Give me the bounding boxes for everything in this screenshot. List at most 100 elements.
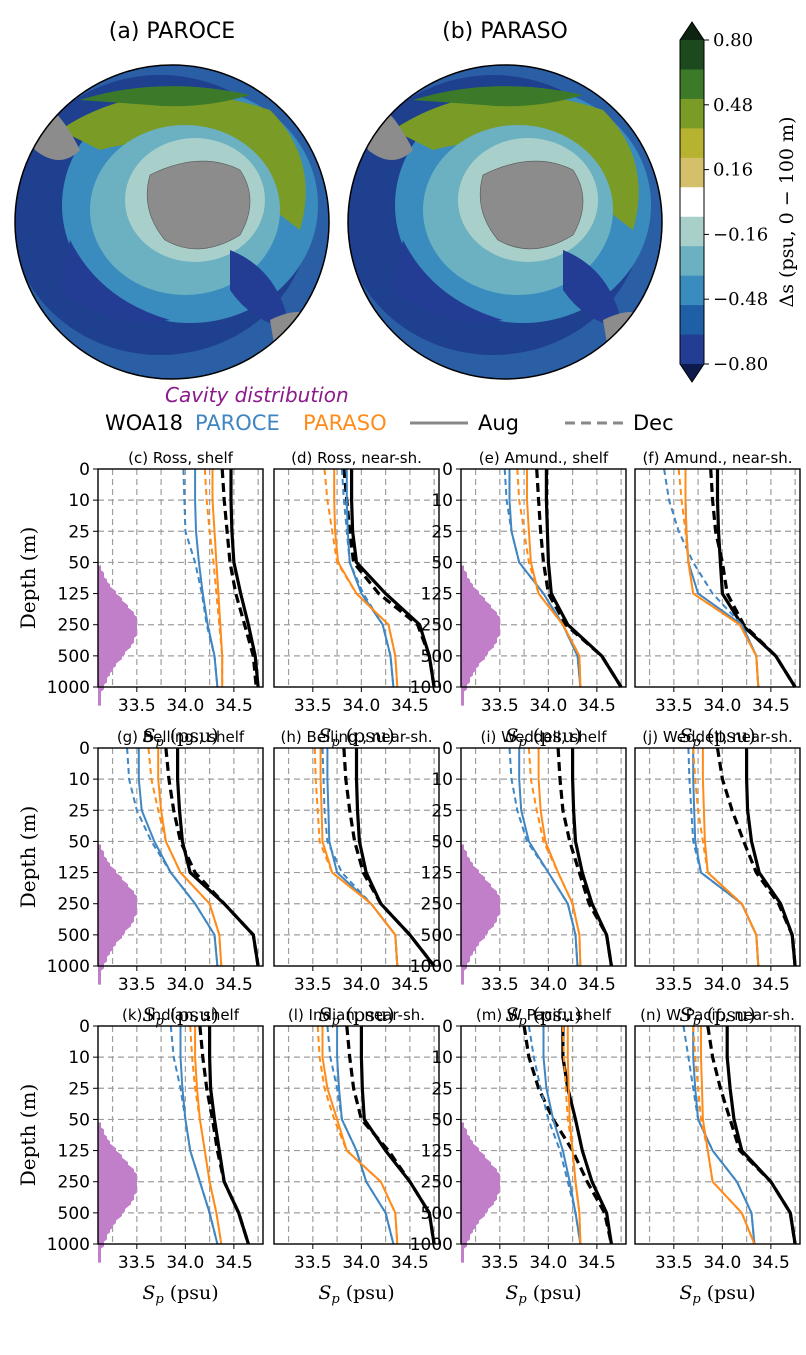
profile-line-woa-dec (706, 1025, 797, 1245)
y-tick-label: 10 (431, 770, 453, 790)
legend-cavity: Cavity distribution (165, 383, 349, 407)
profile-line-paraso-dec (316, 1025, 399, 1245)
y-tick-label: 250 (58, 895, 90, 915)
cavity-histogram (461, 844, 500, 985)
profile-line-woa-dec (345, 1025, 436, 1245)
y-tick-label: 125 (58, 585, 90, 605)
cavity-histogram (461, 565, 500, 706)
panel-frame (97, 747, 264, 967)
y-tick-label: 250 (421, 1173, 453, 1193)
profile-line-paraso-dec (561, 1025, 582, 1245)
panel-frame (634, 1025, 801, 1245)
cavity-histogram (98, 844, 137, 985)
x-tick-label: 33.5 (655, 696, 693, 716)
x-tick-label: 33.5 (118, 1253, 156, 1273)
profile-line-paraso-dec (203, 468, 224, 687)
y-tick-label: 250 (58, 1173, 90, 1193)
profile-panel: (h) Belling., near-sh. 33.5 34.0 34.5 Sp (ps… (273, 728, 440, 1029)
x-tick-label: 34.0 (529, 1253, 567, 1273)
legend-aug: Aug (478, 411, 519, 435)
profile-line-paraso-dec (527, 747, 582, 967)
legend-woa18: WOA18 (105, 411, 183, 435)
x-tick-label: 34.0 (342, 696, 380, 716)
y-tick-label: 125 (58, 1142, 90, 1162)
y-tick-label: 125 (58, 864, 90, 884)
legend: Cavity distribution WOA18 PAROCE PARASO … (105, 383, 674, 435)
x-axis-label: Sp (psu) (318, 1282, 394, 1307)
y-tick-label: 125 (421, 864, 453, 884)
y-tick-label: 10 (431, 491, 453, 511)
panel-frame (460, 1025, 627, 1245)
panel-title: (i) Weddell, shelf (481, 728, 608, 746)
profile-line-paraso-dec (692, 1025, 756, 1245)
y-tick-label: 1000 (47, 678, 90, 698)
y-tick-label: 50 (431, 1110, 453, 1130)
panel-title: (h) Belling., near-sh. (281, 728, 433, 746)
panel-title: (e) Amund., shelf (479, 449, 609, 467)
colorbar-segment (680, 69, 704, 100)
x-tick-label: 33.5 (118, 975, 156, 995)
profile-line-paraso-dec (516, 468, 582, 688)
colorbar: 0.80 0.48 0.16 −0.16 −0.48 −0.80 (679, 21, 768, 383)
x-axis-label: Sp (psu) (679, 1004, 755, 1029)
y-tick-label: 1000 (47, 957, 90, 977)
colorbar-segment (680, 246, 704, 277)
profile-panel: (l) Indian, near-sh. 33.5 34.0 34.5 Sp (psu) (273, 1006, 440, 1307)
colorbar-tick-label: −0.48 (713, 289, 768, 310)
y-tick-label: 0 (79, 1017, 90, 1037)
profile-panel: (f) Amund., near-sh. 33.5 34.0 34.5 Sp (psu) (634, 449, 801, 750)
y-tick-label: 25 (68, 522, 90, 542)
map-title-a: (a) PAROCE (109, 19, 235, 44)
colorbar-segment (680, 334, 704, 365)
profile-line-woa-dec (164, 747, 260, 967)
profile-line-paraso-dec (147, 747, 223, 967)
cavity-histogram (98, 565, 137, 706)
colorbar-extend-bottom (680, 364, 704, 382)
x-tick-label: 33.5 (655, 975, 693, 995)
profile-line-woa-dec (556, 747, 613, 967)
y-axis-label: Depth (m) (16, 806, 40, 909)
profile-panels: (c) Ross, shelf 33.5 34.0 34.5 Sp (psu) 0 10 25… (16, 449, 801, 1307)
map-panel-b: (b) PARASO (347, 19, 663, 380)
profile-panel: (j) Weddell, near-sh. 33.5 34.0 34.5 Sp (psu… (634, 728, 801, 1029)
profile-line-woa-dec (522, 1025, 613, 1245)
y-tick-label: 0 (79, 739, 90, 759)
x-tick-label: 34.5 (391, 975, 429, 995)
x-tick-label: 34.0 (166, 1253, 204, 1273)
colorbar-tick-label: 0.16 (713, 160, 753, 181)
map-panel-a: (a) PAROCE (14, 19, 330, 380)
y-tick-label: 500 (58, 926, 90, 946)
x-axis-label: Sp (psu) (679, 725, 755, 750)
y-tick-label: 500 (421, 1204, 453, 1224)
x-axis-label: Sp (psu) (679, 1282, 755, 1307)
y-tick-label: 50 (68, 553, 90, 573)
colorbar-segment (680, 275, 704, 306)
x-tick-label: 33.5 (294, 1253, 332, 1273)
x-axis-label: Sp (psu) (505, 1282, 581, 1307)
y-tick-label: 25 (431, 801, 453, 821)
profile-panel: (d) Ross, near-sh. 33.5 34.0 34.5 Sp (psu) (273, 449, 440, 750)
y-axis-label: Depth (m) (16, 1084, 40, 1187)
y-tick-label: 0 (442, 739, 453, 759)
panel-frame (273, 1025, 440, 1245)
x-tick-label: 33.5 (655, 1253, 693, 1273)
x-tick-label: 33.5 (294, 975, 332, 995)
y-tick-label: 500 (58, 647, 90, 667)
profile-panel: (n) W Pacif., near-sh. 33.5 34.0 34.5 Sp (ps… (634, 1006, 801, 1307)
colorbar-extend-top (680, 22, 704, 40)
x-tick-label: 33.5 (481, 1253, 519, 1273)
x-tick-label: 34.5 (215, 1253, 253, 1273)
profile-line-paroce-dec (182, 468, 219, 688)
profile-line-paraso-dec (189, 1025, 223, 1245)
panel-title: (d) Ross, near-sh. (291, 449, 422, 467)
y-tick-label: 25 (68, 1079, 90, 1099)
x-tick-label: 34.5 (391, 1253, 429, 1273)
x-axis-label: Sp (psu) (318, 725, 394, 750)
x-tick-label: 34.0 (529, 696, 567, 716)
y-tick-label: 1000 (410, 957, 453, 977)
profile-line-paroce-dec (169, 1025, 219, 1245)
profile-panel: (i) Weddell, shelf 33.5 34.0 34.5 Sp (psu) 0 1… (410, 728, 627, 1029)
y-tick-label: 250 (421, 616, 453, 636)
map-border-a (14, 64, 330, 380)
